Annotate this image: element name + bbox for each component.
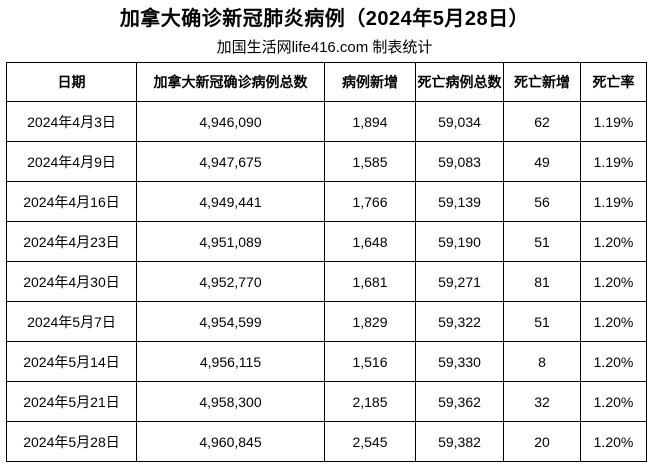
cell-new-deaths: 62: [503, 101, 581, 142]
cell-new-cases: 1,894: [324, 101, 416, 142]
column-header-total-cases: 加拿大新冠确诊病例总数: [136, 62, 325, 102]
cell-new-cases: 2,185: [324, 381, 416, 422]
covid-stats-table: 日期 加拿大新冠确诊病例总数 病例新增 死亡病例总数 死亡新增 死亡率 2024…: [6, 62, 647, 462]
cell-new-deaths: 81: [503, 261, 581, 302]
cell-total-cases: 4,952,770: [136, 261, 325, 302]
cell-date: 2024年5月21日: [6, 381, 137, 422]
cell-total-cases: 4,949,441: [136, 181, 325, 222]
cell-date: 2024年4月9日: [6, 141, 137, 182]
column-header-death-rate: 死亡率: [580, 62, 647, 102]
cell-new-deaths: 56: [503, 181, 581, 222]
cell-date: 2024年4月16日: [6, 181, 137, 222]
cell-total-deaths: 59,322: [415, 301, 504, 342]
cell-total-deaths: 59,034: [415, 101, 504, 142]
cell-total-cases: 4,951,089: [136, 221, 325, 262]
cell-new-cases: 1,766: [324, 181, 416, 222]
cell-total-cases: 4,956,115: [136, 341, 325, 382]
cell-death-rate: 1.19%: [580, 101, 647, 142]
table-row: 2024年5月28日 4,960,845 2,545 59,382 20 1.2…: [6, 421, 647, 462]
cell-new-cases: 2,545: [324, 421, 416, 462]
cell-total-deaths: 59,271: [415, 261, 504, 302]
cell-death-rate: 1.20%: [580, 221, 647, 262]
table-row: 2024年4月3日 4,946,090 1,894 59,034 62 1.19…: [6, 101, 647, 142]
cell-death-rate: 1.20%: [580, 341, 647, 382]
cell-new-cases: 1,585: [324, 141, 416, 182]
cell-date: 2024年5月7日: [6, 301, 137, 342]
cell-total-cases: 4,947,675: [136, 141, 325, 182]
cell-new-deaths: 51: [503, 301, 581, 342]
cell-total-deaths: 59,190: [415, 221, 504, 262]
table-row: 2024年5月14日 4,956,115 1,516 59,330 8 1.20…: [6, 341, 647, 382]
cell-date: 2024年5月28日: [6, 421, 137, 462]
cell-date: 2024年4月23日: [6, 221, 137, 262]
table-row: 2024年5月21日 4,958,300 2,185 59,362 32 1.2…: [6, 381, 647, 422]
cell-total-cases: 4,954,599: [136, 301, 325, 342]
cell-total-deaths: 59,139: [415, 181, 504, 222]
table-row: 2024年5月7日 4,954,599 1,829 59,322 51 1.20…: [6, 301, 647, 342]
page-title: 加拿大确诊新冠肺炎病例（2024年5月28日）: [119, 8, 530, 30]
cell-total-deaths: 59,362: [415, 381, 504, 422]
table-row: 2024年4月23日 4,951,089 1,648 59,190 51 1.2…: [6, 221, 647, 262]
cell-death-rate: 1.19%: [580, 181, 647, 222]
cell-new-cases: 1,829: [324, 301, 416, 342]
cell-new-deaths: 49: [503, 141, 581, 182]
cell-total-cases: 4,960,845: [136, 421, 325, 462]
table-header-row: 日期 加拿大新冠确诊病例总数 病例新增 死亡病例总数 死亡新增 死亡率: [6, 62, 647, 102]
table-row: 2024年4月30日 4,952,770 1,681 59,271 81 1.2…: [6, 261, 647, 302]
column-header-new-deaths: 死亡新增: [503, 62, 581, 102]
cell-total-deaths: 59,083: [415, 141, 504, 182]
cell-death-rate: 1.20%: [580, 301, 647, 342]
cell-new-cases: 1,648: [324, 221, 416, 262]
cell-new-deaths: 8: [503, 341, 581, 382]
cell-total-cases: 4,958,300: [136, 381, 325, 422]
cell-total-cases: 4,946,090: [136, 101, 325, 142]
cell-death-rate: 1.20%: [580, 381, 647, 422]
column-header-total-deaths: 死亡病例总数: [415, 62, 504, 102]
column-header-new-cases: 病例新增: [324, 62, 416, 102]
cell-death-rate: 1.20%: [580, 261, 647, 302]
cell-new-deaths: 32: [503, 381, 581, 422]
cell-death-rate: 1.19%: [580, 141, 647, 182]
cell-new-deaths: 51: [503, 221, 581, 262]
cell-total-deaths: 59,330: [415, 341, 504, 382]
cell-date: 2024年4月3日: [6, 101, 137, 142]
cell-date: 2024年4月30日: [6, 261, 137, 302]
table-row: 2024年4月16日 4,949,441 1,766 59,139 56 1.1…: [6, 181, 647, 222]
cell-total-deaths: 59,382: [415, 421, 504, 462]
cell-new-deaths: 20: [503, 421, 581, 462]
table-row: 2024年4月9日 4,947,675 1,585 59,083 49 1.19…: [6, 141, 647, 182]
page-subtitle: 加国生活网life416.com 制表统计: [216, 39, 433, 56]
cell-new-cases: 1,516: [324, 341, 416, 382]
cell-new-cases: 1,681: [324, 261, 416, 302]
cell-death-rate: 1.20%: [580, 421, 647, 462]
column-header-date: 日期: [6, 62, 137, 102]
cell-date: 2024年5月14日: [6, 341, 137, 382]
